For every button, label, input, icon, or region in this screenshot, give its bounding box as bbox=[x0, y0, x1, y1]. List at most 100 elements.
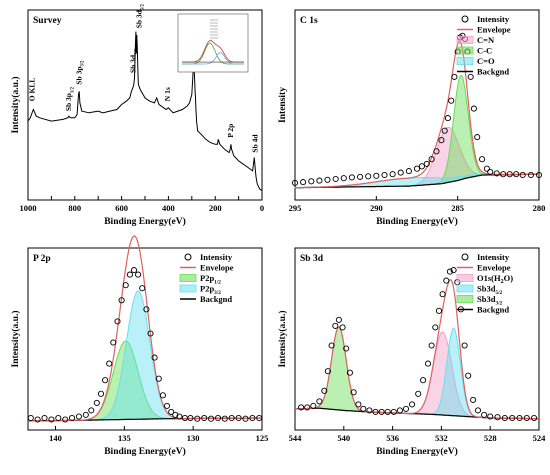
p2p-data-point bbox=[201, 414, 208, 422]
c1s-data-point bbox=[381, 171, 388, 179]
x-tick-label: 135 bbox=[118, 433, 131, 443]
sb3d-data-point bbox=[461, 342, 468, 349]
x-tick-label: 524 bbox=[533, 433, 547, 443]
legend-swatch bbox=[456, 274, 474, 282]
c1s-panel: 295 290 285 280 Binding Energy(eV) Intensity C… bbox=[278, 9, 545, 227]
sb3d-data-point bbox=[446, 268, 453, 275]
sb3d-data-point bbox=[350, 389, 357, 396]
sb3d-data-point bbox=[316, 398, 323, 405]
legend-label: Backgnd bbox=[200, 294, 232, 304]
c1s-data-point bbox=[291, 179, 299, 186]
x-axis-label: Binding Energy(eV) bbox=[376, 446, 458, 457]
sb3d-data-point bbox=[435, 307, 443, 314]
x-tick-label: 600 bbox=[115, 203, 128, 213]
peak-annotation: O KLL bbox=[28, 78, 37, 102]
sb3d-data-point bbox=[424, 360, 432, 367]
c1s-data-point bbox=[519, 171, 526, 179]
peak-annotation: Sb 3d3/2 bbox=[129, 48, 140, 73]
c1s-data-point bbox=[487, 168, 494, 175]
c1s-data-point bbox=[428, 156, 435, 163]
x-tick-label: 540 bbox=[337, 433, 350, 443]
x-tick-label: 800 bbox=[68, 203, 81, 213]
c1s-data-point bbox=[483, 165, 490, 172]
c1s-data-point bbox=[535, 171, 543, 179]
p2p-data-point bbox=[62, 416, 69, 423]
sb3d-data-point bbox=[360, 405, 367, 412]
sb3d-data-point bbox=[428, 342, 435, 349]
p2p-data-point bbox=[102, 377, 109, 384]
sb3d-data-point bbox=[531, 414, 538, 422]
sb3d-data-point bbox=[439, 291, 446, 298]
x-tick-label: 0 bbox=[260, 203, 264, 213]
x-tick-label: 1000 bbox=[20, 203, 37, 213]
sb3d-panel: 544 540 536 532 528 524 Binding Energy(eV) Inte… bbox=[277, 247, 547, 457]
legend-label: Envelope bbox=[477, 263, 511, 273]
legend-label: Sb3d3/2 bbox=[477, 294, 503, 306]
peak-annotation: Sb 3p3/2 bbox=[74, 60, 85, 85]
legend-label: Envelope bbox=[477, 25, 511, 35]
legend-swatch bbox=[456, 36, 474, 44]
sb3d-data-point bbox=[366, 407, 373, 414]
legend-swatch bbox=[456, 57, 474, 65]
sb3d-data-point bbox=[390, 408, 397, 415]
panel-title: Survey bbox=[33, 16, 62, 26]
legend-label: Backgnd bbox=[477, 305, 509, 315]
p2p-data-point bbox=[106, 360, 113, 367]
p2p-data-point bbox=[143, 306, 150, 313]
sb3d-data-point bbox=[474, 407, 482, 414]
p2p-data-point bbox=[130, 267, 138, 274]
p2p-data-point bbox=[249, 414, 256, 422]
inset-plot bbox=[177, 13, 249, 73]
p2p-data-point bbox=[151, 354, 158, 361]
c1s-component-1 bbox=[295, 74, 539, 189]
c1s-data-point bbox=[470, 105, 477, 112]
sb3d-data-point bbox=[384, 408, 391, 415]
sb3d-data-point bbox=[509, 414, 516, 422]
c1s-data-point bbox=[448, 97, 455, 104]
legend-label: Intensity bbox=[477, 252, 510, 262]
sb3d-data-point bbox=[465, 372, 472, 379]
p2p-data-point bbox=[93, 399, 100, 406]
p2p-data-point bbox=[55, 414, 62, 422]
p2p-data-point bbox=[242, 415, 249, 422]
sb3d-data-point bbox=[432, 324, 439, 331]
p2p-data-point bbox=[27, 414, 34, 422]
sb3d-data-point bbox=[328, 342, 335, 349]
x-tick-label: 295 bbox=[289, 203, 302, 213]
c1s-data-point bbox=[308, 178, 315, 185]
c1s-data-point bbox=[438, 137, 445, 144]
p2p-component-1 bbox=[28, 290, 262, 422]
x-tick-label: 532 bbox=[435, 433, 448, 443]
sb3d-data-point bbox=[409, 401, 416, 408]
x-axis-label: Binding Energy(eV) bbox=[104, 216, 186, 227]
p2p-data-point bbox=[194, 415, 201, 422]
p2p-data-point bbox=[139, 285, 146, 292]
legend-label: Backgnd bbox=[477, 67, 509, 77]
legend-label: C=O bbox=[477, 56, 495, 66]
sb3d-data-point bbox=[501, 414, 508, 422]
sb3d-data-point bbox=[420, 377, 427, 384]
legend-swatch bbox=[456, 284, 474, 293]
x-axis-label: Binding Energy(eV) bbox=[104, 446, 186, 457]
x-tick-label: 536 bbox=[386, 433, 399, 443]
c1s-plot-frame bbox=[294, 9, 540, 201]
c1s-data-point bbox=[340, 175, 347, 182]
p2p-data-point bbox=[163, 402, 171, 409]
legend-label: O1s(H2O) bbox=[477, 273, 513, 285]
c1s-data-point bbox=[527, 171, 534, 179]
c1s-data-point bbox=[418, 163, 425, 170]
sb3d-data-point bbox=[355, 401, 362, 408]
p2p-data-point bbox=[88, 407, 95, 414]
c1s-data-point bbox=[513, 171, 520, 178]
sb3d-data-point bbox=[443, 277, 450, 284]
c1s-data-point bbox=[467, 73, 474, 80]
sb3d-component-2 bbox=[295, 326, 539, 420]
peak-annotation: Sb 3d5/2 bbox=[134, 4, 145, 29]
c1s-data-point bbox=[332, 175, 339, 183]
c1s-data-point bbox=[451, 73, 458, 80]
c1s-data-point bbox=[500, 171, 507, 178]
c1s-data-point bbox=[389, 171, 396, 178]
legend-label: C=N bbox=[477, 35, 495, 45]
